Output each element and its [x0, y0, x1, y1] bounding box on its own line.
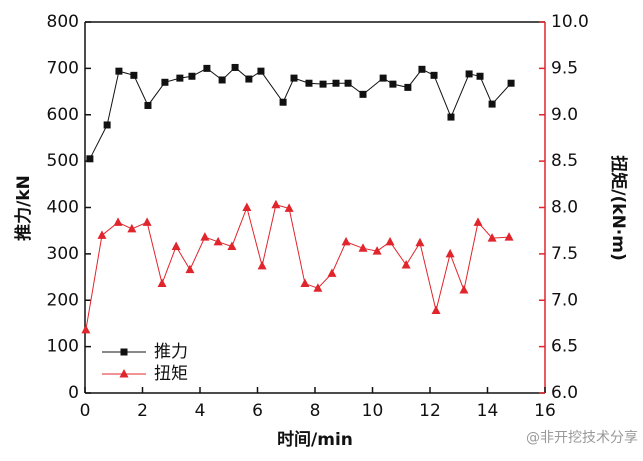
marker [97, 230, 107, 239]
marker [327, 268, 337, 277]
y-tick-label: 100 [47, 337, 79, 357]
marker [341, 236, 351, 246]
marker [447, 113, 455, 121]
x-tick-label: 16 [534, 401, 556, 421]
marker [203, 64, 211, 72]
y2-tick-label: 7.5 [551, 244, 578, 264]
marker [113, 217, 123, 226]
marker [86, 155, 94, 163]
series-line [89, 66, 512, 160]
marker [200, 232, 210, 241]
y-tick-label: 400 [47, 198, 79, 218]
legend-marker [120, 348, 128, 356]
marker [379, 74, 387, 82]
x-tick-label: 2 [137, 401, 148, 421]
marker [185, 264, 195, 274]
y-tick-label: 600 [47, 105, 79, 125]
y2-tick-label: 9.0 [551, 105, 578, 125]
y-tick-label: 700 [47, 58, 79, 78]
marker [245, 75, 253, 83]
marker [487, 233, 497, 242]
x-tick-label: 8 [310, 401, 321, 421]
marker [305, 79, 313, 87]
marker [389, 80, 397, 88]
marker [300, 278, 310, 288]
marker [130, 71, 138, 79]
y-tick-label: 200 [47, 290, 79, 310]
marker [415, 237, 425, 247]
marker [313, 283, 323, 292]
legend-marker [119, 369, 129, 378]
y2-tick-label: 10.0 [551, 12, 589, 32]
x-tick-label: 6 [252, 401, 263, 421]
marker [284, 203, 294, 212]
marker [488, 100, 496, 108]
y2-tick-label: 9.5 [551, 58, 578, 78]
legend-label: 扭矩 [154, 364, 188, 384]
marker [142, 217, 152, 226]
marker [218, 76, 226, 84]
y-tick-label: 800 [47, 12, 79, 32]
marker [290, 74, 298, 82]
marker [319, 80, 327, 88]
x-tick-label: 0 [80, 401, 91, 421]
marker [161, 78, 169, 86]
x-tick-label: 12 [419, 401, 441, 421]
marker [157, 278, 167, 288]
marker [271, 199, 281, 209]
marker [418, 65, 426, 73]
y2-tick-label: 6.5 [551, 337, 578, 357]
marker [332, 79, 340, 87]
marker [507, 79, 515, 87]
marker [213, 236, 223, 246]
marker [171, 241, 181, 250]
marker [231, 63, 239, 71]
marker [242, 202, 252, 211]
marker [404, 83, 412, 91]
marker [344, 79, 352, 87]
marker [188, 72, 196, 80]
y-tick-label: 500 [47, 151, 79, 171]
x-tick-label: 10 [362, 401, 384, 421]
y2-tick-label: 8.5 [551, 151, 578, 171]
marker [358, 243, 368, 252]
marker [227, 241, 237, 250]
marker [504, 232, 514, 241]
marker [257, 67, 265, 75]
marker [459, 285, 469, 294]
marker [144, 101, 152, 109]
marker [473, 217, 483, 226]
marker [103, 121, 111, 129]
y-axis-label: 推力/kN [13, 175, 34, 241]
y-tick-label: 0 [68, 383, 79, 403]
marker [445, 248, 455, 258]
marker [257, 260, 267, 270]
marker [431, 305, 441, 314]
marker [372, 246, 382, 255]
marker [385, 236, 395, 246]
marker [127, 223, 137, 233]
marker [81, 324, 91, 334]
x-tick-label: 4 [195, 401, 206, 421]
y2-tick-label: 6.0 [551, 383, 578, 403]
marker [401, 260, 411, 269]
x-axis-label: 时间/min [277, 429, 353, 450]
marker [430, 71, 438, 79]
series-line [85, 204, 510, 331]
y2-tick-label: 7.0 [551, 290, 578, 310]
x-tick-label: 14 [477, 401, 499, 421]
marker [359, 90, 367, 98]
watermark: @非开挖技术分享 [526, 429, 638, 446]
marker [176, 74, 184, 82]
y2-tick-label: 8.0 [551, 198, 578, 218]
marker [465, 70, 473, 78]
legend-label: 推力 [154, 342, 188, 362]
y2-axis-label: 扭矩/(kN·m) [608, 155, 629, 260]
y-tick-label: 300 [47, 244, 79, 264]
marker [279, 98, 287, 106]
marker [476, 72, 484, 80]
marker [115, 67, 123, 75]
